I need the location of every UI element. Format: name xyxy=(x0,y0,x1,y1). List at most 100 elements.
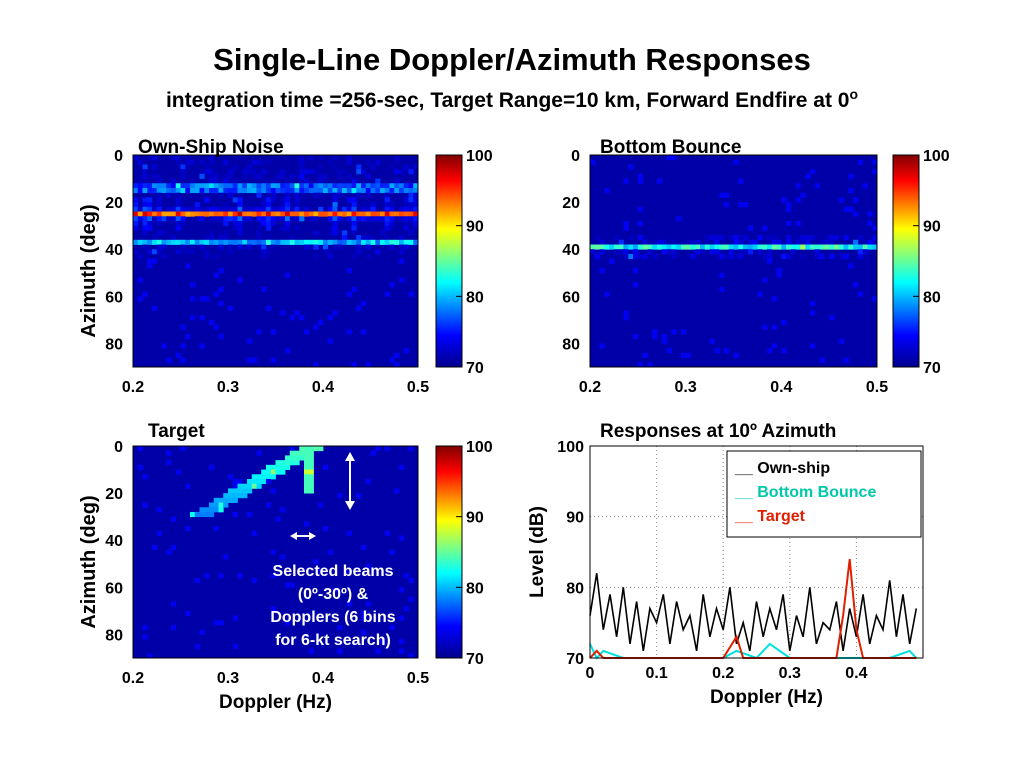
heatmap-cell xyxy=(752,239,758,245)
heatmap-cell xyxy=(810,169,816,175)
heatmap-cell xyxy=(786,206,792,212)
heatmap-cell xyxy=(232,478,238,485)
heatmap-cell xyxy=(394,216,400,222)
heatmap-cell xyxy=(199,507,205,513)
heatmap-cell xyxy=(633,268,639,274)
heatmap-cell xyxy=(361,544,367,551)
heatmap-cell xyxy=(175,197,181,203)
heatmap-cell xyxy=(637,173,644,179)
heatmap-cell xyxy=(137,464,143,470)
heatmap-cell xyxy=(304,483,310,489)
heatmap-cell xyxy=(232,164,238,170)
heatmap-cell xyxy=(171,601,177,607)
heatmap-cell xyxy=(365,478,371,485)
heatmap-cell xyxy=(180,169,186,175)
heatmap-cell xyxy=(304,183,310,189)
heatmap-cell xyxy=(142,173,148,179)
heatmap-cell xyxy=(389,549,395,555)
heatmap-cell xyxy=(232,511,238,518)
heatmap-cell xyxy=(199,511,205,518)
heatmap-cell xyxy=(304,455,310,461)
heatmap-cell xyxy=(204,235,210,241)
heatmap-cell xyxy=(757,249,763,255)
heatmap-cell xyxy=(633,334,639,340)
heatmap-cell xyxy=(199,173,205,179)
y-tick-label: 20 xyxy=(562,195,580,212)
heatmap-cell xyxy=(337,192,343,198)
x-tick-label: 0.2 xyxy=(579,379,601,396)
heatmap-cell xyxy=(332,187,338,194)
heatmap-cell xyxy=(795,239,801,245)
heatmap-cell xyxy=(403,211,409,217)
heatmap-cell xyxy=(190,315,196,321)
heatmap-cell xyxy=(242,169,248,175)
heatmap-cell xyxy=(280,183,286,189)
heatmap-cell xyxy=(133,183,139,189)
heatmap-cell xyxy=(714,239,720,245)
heatmap-cell xyxy=(308,211,314,217)
heatmap-cell xyxy=(218,239,224,245)
heatmap-cell xyxy=(280,187,286,194)
y-axis-label: Level (dB) xyxy=(527,506,548,598)
heatmap-cell xyxy=(356,493,362,499)
heatmap-cell xyxy=(285,239,291,245)
heatmap-cell xyxy=(218,206,224,212)
x-tick-label: 0.4 xyxy=(312,670,334,687)
x-tick-label: 0.3 xyxy=(675,379,697,396)
heatmap-cell xyxy=(156,230,162,236)
heatmap-cell xyxy=(709,235,715,241)
heatmap-cell xyxy=(776,239,782,245)
heatmap-cell xyxy=(156,530,162,536)
heatmap-cell xyxy=(342,183,348,189)
heatmap-cell xyxy=(247,239,253,245)
heatmap-cell xyxy=(147,183,153,189)
heatmap-cell xyxy=(142,220,148,227)
heatmap-cell xyxy=(152,258,158,264)
heatmap-cell xyxy=(209,183,215,189)
heatmap-cell xyxy=(133,216,139,222)
heatmap-cell xyxy=(213,620,219,626)
heatmap-cell xyxy=(299,446,305,452)
heatmap-cell xyxy=(389,625,395,631)
heatmap-cell xyxy=(185,483,191,489)
heatmap-cell xyxy=(190,159,196,165)
heatmap-cell xyxy=(247,206,253,212)
heatmap-cell xyxy=(337,206,343,212)
heatmap-cell xyxy=(313,192,319,198)
heatmap-cell xyxy=(308,460,314,466)
heatmap-cell xyxy=(351,220,357,227)
colorbar-tick-label: 70 xyxy=(466,651,484,668)
heatmap-cell xyxy=(862,249,868,255)
heatmap-cell xyxy=(313,187,319,194)
heatmap-cell xyxy=(209,464,215,470)
heatmap-cell xyxy=(171,239,177,245)
subtitle-text: integration time =256-sec, Target Range=… xyxy=(165,89,850,112)
heatmap-cell xyxy=(204,197,210,203)
heatmap-cell xyxy=(652,253,658,260)
heatmap-cell xyxy=(829,239,835,245)
colorbar xyxy=(892,154,920,368)
heatmap-cell xyxy=(819,244,825,250)
heatmap-cell xyxy=(786,239,792,245)
heatmap-cell xyxy=(342,178,348,184)
heatmap-cell xyxy=(408,202,414,208)
heatmap-cell xyxy=(299,164,305,170)
heatmap-cell xyxy=(228,305,234,311)
heatmap-cell xyxy=(232,178,238,184)
heatmap-cell xyxy=(771,235,777,241)
heatmap-cell xyxy=(247,338,253,344)
heatmap-cell xyxy=(142,187,148,194)
heatmap-cell xyxy=(270,357,276,363)
heatmap-cell xyxy=(380,239,386,245)
heatmap-cell xyxy=(351,230,357,236)
heatmap-background xyxy=(590,155,877,367)
heatmap-cell xyxy=(180,211,186,217)
heatmap-cell xyxy=(637,244,644,250)
heatmap-cell xyxy=(199,629,205,635)
heatmap-cell xyxy=(389,183,395,189)
heatmap-cell xyxy=(394,187,400,194)
heatmap-cell xyxy=(800,244,806,250)
heatmap-cell xyxy=(728,235,734,241)
heatmap-cell xyxy=(223,230,229,236)
heatmap-cell xyxy=(218,244,224,250)
